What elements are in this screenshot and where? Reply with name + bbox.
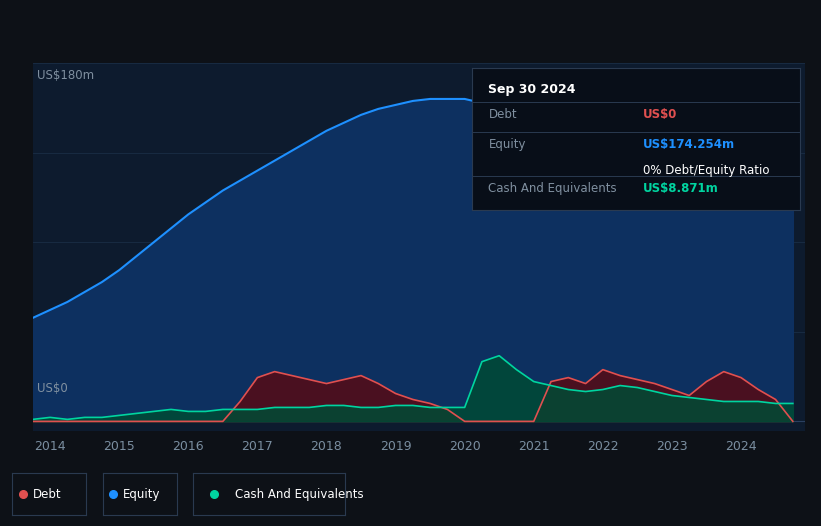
Text: Sep 30 2024: Sep 30 2024 (488, 83, 576, 96)
Text: Cash And Equivalents: Cash And Equivalents (236, 488, 364, 501)
Text: US$180m: US$180m (37, 69, 94, 82)
Text: US$8.871m: US$8.871m (643, 182, 718, 195)
Text: Debt: Debt (488, 108, 517, 121)
Text: US$0: US$0 (643, 108, 677, 121)
Text: 0% Debt/Equity Ratio: 0% Debt/Equity Ratio (643, 164, 769, 177)
Text: US$0: US$0 (37, 382, 67, 394)
Text: Equity: Equity (488, 138, 526, 151)
Text: Cash And Equivalents: Cash And Equivalents (488, 182, 617, 195)
Text: Debt: Debt (33, 488, 62, 501)
Text: Equity: Equity (123, 488, 161, 501)
Text: US$174.254m: US$174.254m (643, 138, 735, 151)
